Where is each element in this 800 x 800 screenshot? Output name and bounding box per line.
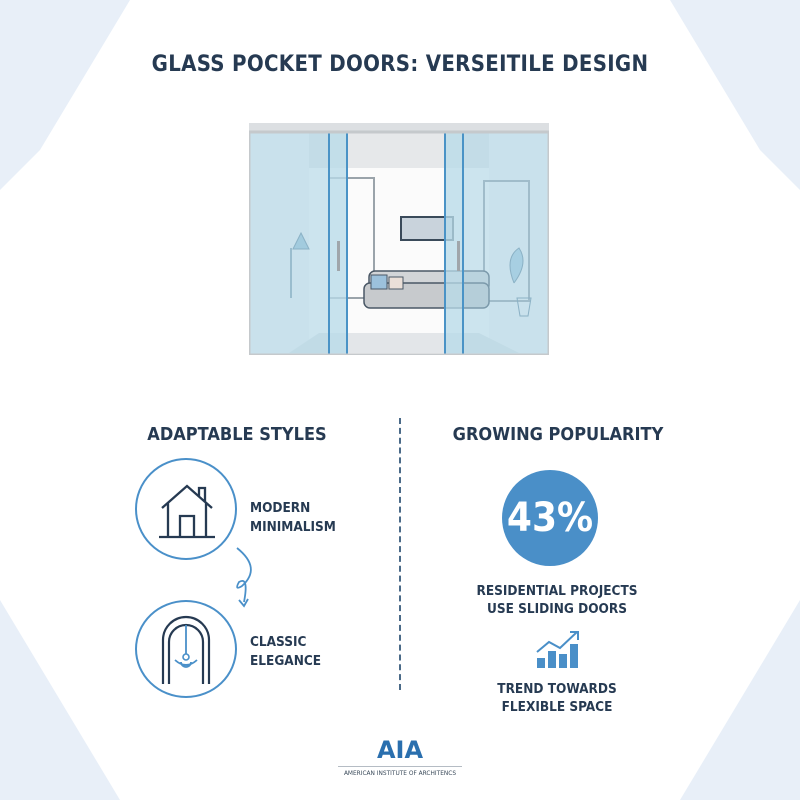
glass-door-illustration (249, 123, 549, 355)
logo-caption: AMERICAN INSTITUTE OF ARCHITENCS (343, 769, 457, 777)
trend-caption: TREND TOWARDS FLEXIBLE SPACE (497, 681, 617, 715)
modern-minimalism-label: MODERN MINIMALISM (250, 500, 336, 535)
aia-logo: AIA AMERICAN INSTITUTE OF ARCHITENCS (330, 737, 470, 777)
stat-circle: 43% (502, 470, 598, 566)
modern-style-circle (135, 458, 237, 560)
house-icon (159, 484, 215, 539)
growing-popularity-heading: GROWING POPULARITY (452, 424, 664, 445)
page-title: GLASS POCKET DOORS: VERSEITILE DESIGN (151, 52, 649, 77)
adaptable-styles-heading: ADAPTABLE STYLES (147, 424, 327, 445)
logo-mark: AIA (376, 736, 424, 764)
arch-chandelier-icon (161, 615, 211, 684)
section-divider (399, 418, 401, 690)
classic-elegance-label: CLASSIC ELEGANCE (250, 634, 322, 669)
classic-style-circle (135, 600, 237, 698)
stat-caption: RESIDENTIAL PROJECTS USE SLIDING DOORS (476, 583, 638, 617)
bar-chart-trend-icon (536, 631, 579, 668)
curved-arrow-icon (236, 547, 252, 608)
